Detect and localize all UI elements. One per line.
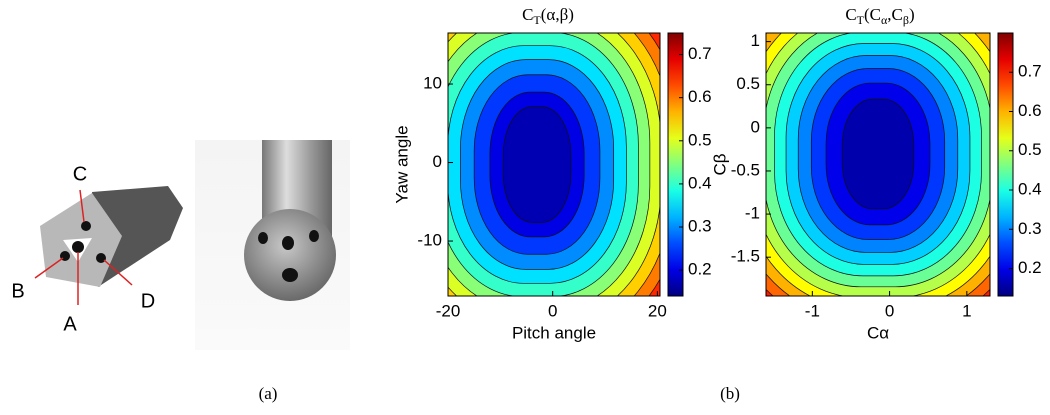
- photo-hole: [282, 268, 298, 282]
- y-tick-label: 0.5: [736, 74, 760, 93]
- colorbar-tick-label: 0.4: [1018, 179, 1042, 198]
- probe-photo: [195, 140, 350, 350]
- chart-title: CT(Cα,Cβ): [845, 5, 914, 27]
- hole: [81, 221, 91, 231]
- x-axis-label: Cα: [867, 323, 889, 342]
- y-tick-label: 1: [751, 31, 760, 50]
- x-tick-label: -1: [805, 301, 820, 320]
- colorbar-tick-label: 0.5: [688, 130, 712, 149]
- contour-level: [842, 99, 914, 209]
- y-tick-label: 0: [751, 117, 760, 136]
- title-part: (α,β): [541, 5, 574, 24]
- panel-label: (b): [720, 384, 740, 403]
- photo-hole: [258, 232, 268, 244]
- y-tick-label: -1: [745, 204, 760, 223]
- title-part: C: [845, 5, 856, 24]
- y-tick-label: -10: [417, 231, 442, 250]
- contour-chart: CT(α,β) -20 0 20 -10 0 10 Pitch angle Yaw angle 0…: [372, 0, 712, 367]
- probe-schematic: C B A D: [11, 163, 183, 335]
- colorbar-tick-label: 0.6: [1018, 101, 1042, 120]
- colorbar: [668, 33, 683, 296]
- title-part: C: [522, 5, 533, 24]
- colorbar-tick-label: 0.7: [1018, 62, 1042, 81]
- figure: C B A D (a) (b) CT(α,β)-20020-10010Pitch…: [0, 0, 1050, 415]
- x-tick-label: -20: [436, 301, 461, 320]
- y-tick-label: 10: [423, 74, 442, 93]
- colorbar-tick-label: 0.3: [688, 217, 712, 236]
- hole-label: D: [141, 290, 155, 312]
- title-part: (C: [864, 5, 881, 24]
- contour-chart: CT(Cα,Cβ) -1 0 1 -1.5 -1 -0.5 0 0.5 1 Cα Cβ 0.2 0.3 0.…: [703, 0, 1050, 346]
- hole: [96, 253, 106, 263]
- chart-title: CT(α,β): [522, 5, 574, 27]
- y-axis-label: Cβ: [710, 153, 729, 175]
- title-part: ): [909, 5, 915, 24]
- hole: [72, 241, 84, 253]
- photo-head: [244, 209, 336, 301]
- x-tick-label: 20: [648, 301, 667, 320]
- colorbar-tick-label: 0.5: [1018, 140, 1042, 159]
- contour-level: [503, 107, 571, 223]
- y-tick-label: -0.5: [731, 160, 760, 179]
- hole-label: B: [11, 280, 24, 302]
- title-part: ,C: [887, 5, 903, 24]
- y-axis-label: Yaw angle: [392, 125, 411, 203]
- colorbar-tick-label: 0.3: [1018, 219, 1042, 238]
- x-tick-label: 0: [885, 301, 894, 320]
- colorbar-tick-label: 0.6: [688, 87, 712, 106]
- x-tick-label: 1: [962, 301, 971, 320]
- hole-label: A: [63, 313, 77, 335]
- panel-label: (a): [259, 384, 278, 403]
- y-tick-label: 0: [433, 152, 442, 171]
- colorbar-tick-label: 0.4: [688, 173, 712, 192]
- colorbar-tick-label: 0.7: [688, 44, 712, 63]
- photo-hole: [309, 230, 319, 242]
- hole-label: C: [73, 163, 87, 185]
- colorbar-tick-label: 0.2: [1018, 258, 1042, 277]
- y-tick-label: -1.5: [731, 247, 760, 266]
- photo-hole: [282, 236, 294, 250]
- colorbar-tick-label: 0.2: [688, 260, 712, 279]
- x-axis-label: Pitch angle: [512, 323, 596, 342]
- x-tick-label: 0: [548, 301, 557, 320]
